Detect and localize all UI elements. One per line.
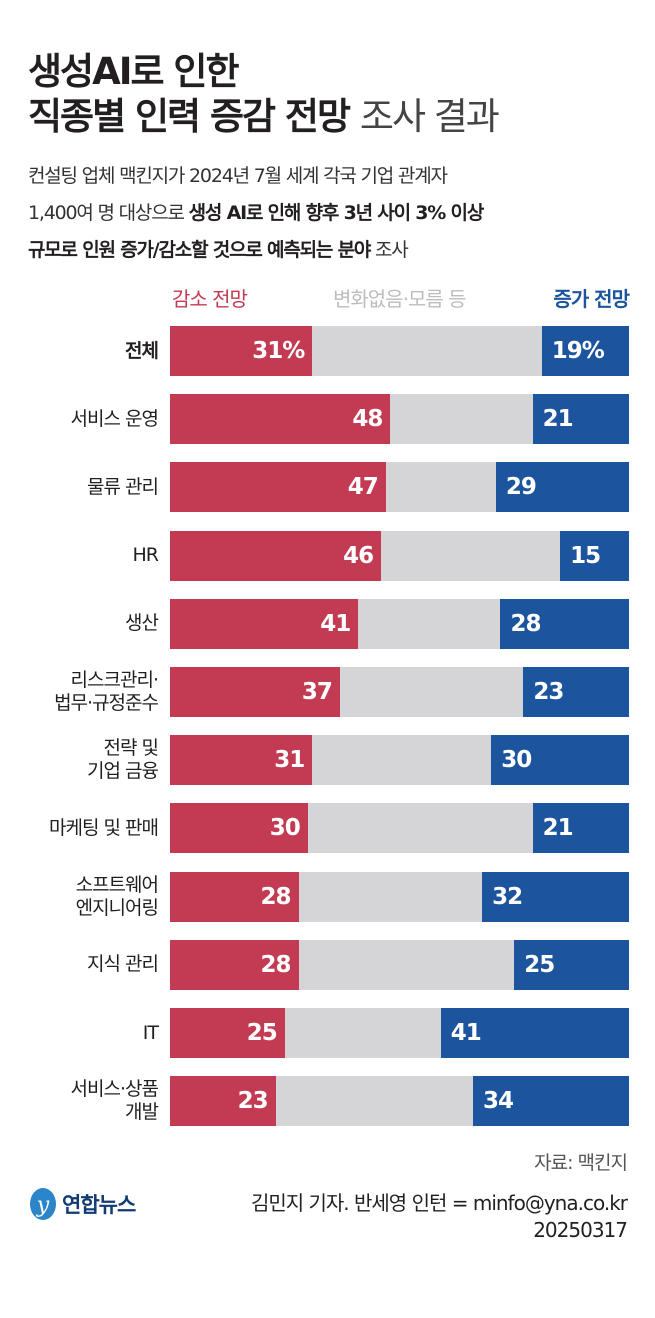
value-decrease: 30 (269, 815, 301, 842)
bar-increase (514, 939, 629, 990)
value-increase: 21 (542, 406, 574, 433)
category-label: 서비스·상품 개발 (70, 1078, 159, 1124)
value-decrease: 48 (352, 406, 383, 433)
value-decrease: 23 (237, 1088, 269, 1115)
category-label: HR (132, 544, 160, 567)
legend-neutral: 변화없음·모름 등 (333, 287, 467, 311)
value-decrease: 28 (260, 951, 292, 978)
category-label: IT (142, 1021, 159, 1044)
title-line-2: 직종별 인력 증감 전망 조사 결과 (28, 95, 500, 139)
credit-line: 김민지 기자. 반세영 인턴 = minfo@yna.co.kr (250, 1191, 628, 1215)
logo-text: 연합뉴스 (62, 1193, 136, 1217)
value-decrease: 28 (260, 883, 292, 910)
date: 20250317 (533, 1218, 628, 1242)
value-increase: 41 (450, 1020, 482, 1046)
value-increase: 29 (505, 474, 537, 501)
bar-increase (495, 462, 629, 513)
subtitle-plain: 조사 (370, 239, 409, 261)
value-decrease: 41 (320, 610, 351, 637)
bar-increase (472, 1076, 629, 1127)
category-label: 물류 관리 (87, 475, 159, 498)
logo: y 연합뉴스 (28, 1186, 136, 1222)
category-label: 서비스 운영 (70, 407, 159, 430)
title-bold: 직종별 인력 증감 전망 (28, 95, 351, 138)
subtitle: 컨설팅 업체 맥킨지가 2024년 7월 세계 각국 기업 관계자 1,400여… (28, 158, 648, 269)
source: 자료: 맥킨지 (534, 1152, 628, 1174)
value-decrease: 46 (343, 542, 374, 569)
bar-decrease (170, 394, 391, 445)
bar-decrease (170, 871, 299, 922)
bar-decrease (170, 462, 386, 513)
bar-decrease (170, 326, 313, 376)
bar-increase (532, 803, 629, 854)
bar-increase (560, 530, 629, 581)
value-increase: 32 (492, 883, 523, 910)
legend-decrease: 감소 전망 (172, 287, 248, 311)
bar-increase (532, 394, 629, 445)
bar-increase (440, 1008, 629, 1058)
bar-decrease (170, 939, 299, 990)
subtitle-line-1: 컨설팅 업체 맥킨지가 2024년 7월 세계 각국 기업 관계자 (28, 165, 448, 187)
bar-decrease (170, 667, 340, 717)
title-light: 조사 결과 (359, 95, 500, 138)
value-increase: 19% (551, 338, 605, 364)
subtitle-bold: 생성 AI로 인해 향후 3년 사이 3% 이상 (188, 202, 485, 224)
subtitle-line-3: 규모로 인원 증가/감소할 것으로 예측되는 분야 조사 (28, 232, 648, 269)
category-label: 마케팅 및 판매 (49, 816, 159, 839)
value-increase: 28 (510, 610, 541, 637)
value-decrease: 31 (274, 747, 305, 774)
category-label: 소프트웨어 엔지니어링 (75, 873, 159, 919)
category-label: 전체 (125, 339, 159, 362)
bar-increase (482, 871, 629, 922)
category-label: 생산 (125, 612, 159, 635)
bar-decrease (170, 803, 308, 854)
value-increase: 25 (524, 951, 555, 978)
subtitle-bold: 규모로 인원 증가/감소할 것으로 예측되는 분야 (28, 239, 371, 261)
bar-decrease (170, 530, 382, 581)
credit: 김민지 기자. 반세영 인턴 = minfo@yna.co.kr 2025031… (250, 1190, 628, 1244)
yonhap-logo-icon: y (30, 1188, 56, 1220)
value-increase: 23 (533, 679, 564, 705)
value-increase: 34 (482, 1088, 514, 1115)
bar-decrease (170, 1008, 285, 1058)
bar-decrease (170, 598, 359, 649)
category-label: 전략 및 기업 금융 (87, 737, 159, 783)
value-decrease: 37 (301, 679, 333, 705)
bar-decrease (170, 1076, 276, 1127)
value-increase: 30 (501, 747, 532, 774)
subtitle-line-2: 1,400여 명 대상으로 생성 AI로 인해 향후 3년 사이 3% 이상 (28, 195, 648, 232)
title-line-1: 생성AI로 인한 (28, 50, 239, 93)
bar-decrease (170, 735, 313, 786)
value-increase: 21 (542, 815, 574, 842)
bar-increase (541, 326, 629, 376)
bar-increase (523, 667, 629, 717)
bar-increase (500, 598, 629, 649)
value-increase: 15 (570, 542, 601, 569)
category-label: 리스크관리· 법무·규정준수 (54, 669, 159, 714)
value-decrease: 25 (246, 1020, 278, 1046)
category-label: 지식 관리 (87, 953, 159, 976)
legend-increase: 증가 전망 (553, 287, 630, 311)
bar-increase (491, 735, 629, 786)
value-decrease: 47 (347, 474, 379, 501)
subtitle-plain: 1,400여 명 대상으로 (28, 202, 189, 224)
svg-text:y: y (36, 1193, 50, 1218)
value-decrease: 31% (252, 338, 305, 364)
